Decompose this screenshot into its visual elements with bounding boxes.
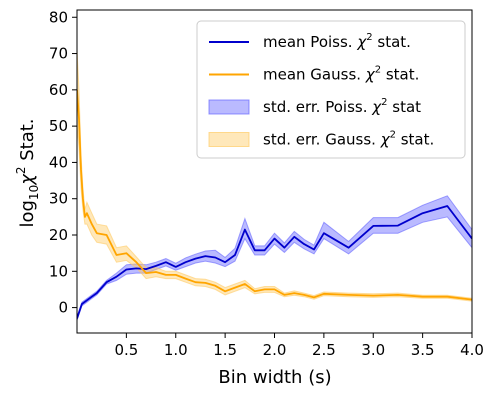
y-tick-label: 20 [49,226,68,244]
y-axis-label-rest: Stat. [17,118,38,166]
plot-area [77,49,472,321]
y-axis-label-sup: 2 [14,166,28,174]
legend: mean Poiss. χ2 stat. mean Gauss. χ2 stat.… [196,20,466,159]
y-axis-label-sub: 10 [27,185,41,200]
x-tick-label: 1.5 [213,341,237,359]
x-tick-label: 1.0 [164,341,188,359]
y-axis-label-base: log [17,200,38,227]
legend-swatch [208,132,250,147]
axes: 0.5 1.0 1.5 2.0 2.5 3.0 3.5 4.0 0 10 20 30 40 50 60 70 8… [49,8,484,359]
series-line-0 [77,205,472,319]
x-tick-label: 3.0 [361,341,385,359]
x-tick-label: 3.5 [411,341,435,359]
y-tick-label: 30 [49,190,68,208]
x-axis-label: Bin width (s) [218,367,331,388]
legend-box [196,20,466,159]
x-tick-label: 4.0 [460,341,484,359]
x-tick-label: 0.5 [114,341,138,359]
y-tick-label: 70 [49,45,68,63]
legend-label: std. err. Gauss. χ2 stat. [263,130,434,149]
y-tick-label: 40 [49,153,68,171]
series-line-1 [77,89,472,301]
y-tick-label: 0 [58,299,68,317]
y-tick-label: 50 [49,117,68,135]
x-tick-label: 2.0 [263,341,287,359]
y-axis-label: log10χ2 Stat. [14,118,41,227]
y-tick-label: 10 [49,262,68,280]
x-tick-label: 2.5 [312,341,336,359]
legend-label: mean Gauss. χ2 stat. [263,65,419,84]
y-tick-label: 60 [49,81,68,99]
y-tick-label: 80 [49,8,68,26]
legend-label: mean Poiss. χ2 stat. [263,32,411,51]
y-axis-label-chi: χ [17,173,38,186]
legend-swatch [208,99,250,115]
legend-label: std. err. Poiss. χ2 stat [263,97,421,116]
